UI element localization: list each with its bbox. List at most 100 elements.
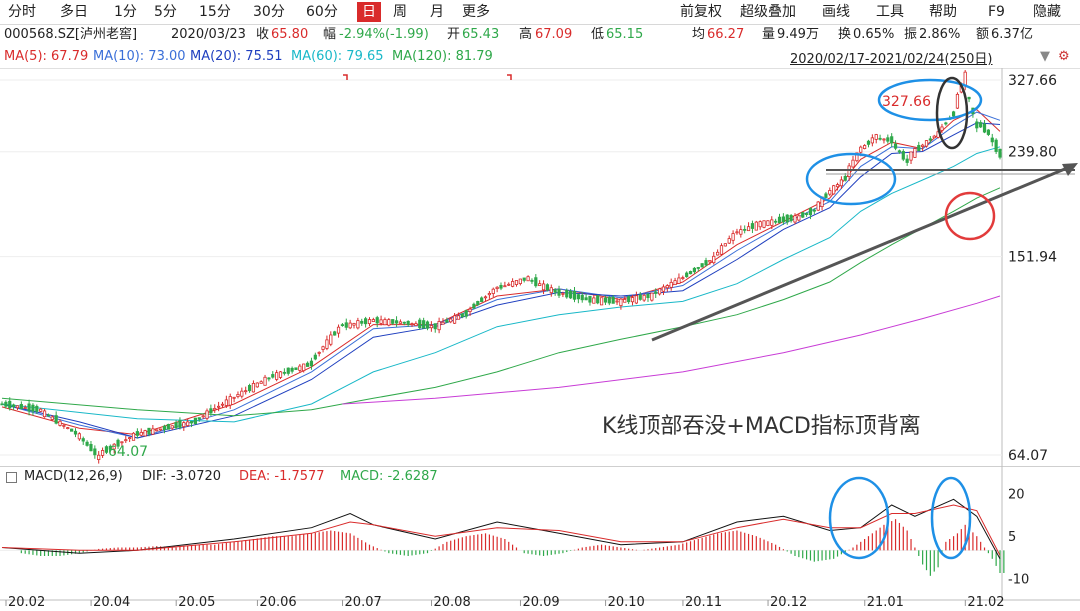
ma-line-0 — [1, 109, 1001, 436]
toolbar-right-6[interactable]: 隐藏 — [1033, 4, 1061, 20]
candle-body — [716, 251, 720, 256]
candle-body — [186, 421, 190, 426]
candle-body — [797, 215, 801, 221]
candle-body — [839, 179, 844, 187]
candle-body — [135, 431, 139, 436]
candle-body — [909, 151, 913, 161]
info-change-label: 幅 — [323, 27, 337, 42]
candle-body — [116, 439, 120, 447]
info-avg-label: 均 — [692, 27, 706, 42]
info-avg: 66.27 — [707, 27, 745, 42]
period-tab-6[interactable]: 60分 — [306, 4, 338, 20]
candle-body — [85, 441, 89, 446]
info-open-label: 开 — [447, 27, 461, 42]
candle-body — [541, 283, 546, 291]
price-tick-label: 327.66 — [1008, 73, 1057, 89]
candle-body — [356, 320, 360, 329]
candle-body — [646, 293, 650, 299]
candle-body — [712, 255, 716, 264]
candle-body — [120, 441, 124, 444]
candle-body — [615, 300, 619, 303]
info-date: 2020/03/23 — [171, 27, 246, 42]
period-tab-9[interactable]: 月 — [430, 4, 444, 20]
ma-legend-2: MA(20): 75.51 — [190, 49, 283, 64]
period-tab-7[interactable]: 日 — [357, 2, 381, 22]
candle-body — [619, 298, 623, 306]
candle-body — [928, 138, 932, 141]
candle-body — [847, 165, 851, 177]
candle-body — [762, 220, 766, 228]
toolbar-right-4[interactable]: 帮助 — [929, 4, 957, 20]
range-dropdown-icon[interactable]: ▼ — [1040, 49, 1050, 64]
toolbar-right-5[interactable]: F9 — [988, 4, 1005, 20]
time-tick-label: 20.02 — [8, 595, 45, 610]
period-tab-5[interactable]: 30分 — [253, 4, 285, 20]
candle-body — [549, 287, 553, 294]
period-tab-10[interactable]: 更多 — [462, 4, 490, 20]
period-tab-4[interactable]: 15分 — [199, 4, 231, 20]
candle-body — [669, 281, 673, 288]
candle-body — [329, 334, 333, 345]
engulfing-circle — [935, 76, 969, 150]
period-tab-0[interactable]: 分时 — [8, 4, 36, 20]
candle-body — [607, 296, 611, 304]
macd-divergence-circle-1 — [828, 476, 890, 560]
period-tab-2[interactable]: 1分 — [114, 4, 137, 20]
candle-body — [8, 400, 12, 409]
candle-body — [193, 417, 198, 425]
candle-body — [735, 231, 739, 234]
period-tab-3[interactable]: 5分 — [154, 4, 177, 20]
candle-body — [217, 405, 221, 408]
candle-body — [174, 422, 178, 429]
date-range[interactable]: 2020/02/17-2021/02/24(250日) — [790, 52, 993, 67]
candle-body — [538, 283, 542, 286]
top-circle-2 — [877, 78, 983, 122]
candle-body — [302, 363, 306, 372]
candle-body — [719, 245, 724, 255]
candle-body — [994, 139, 998, 152]
candle-body — [344, 322, 348, 328]
candle-body — [259, 381, 263, 384]
time-tick-label: 20.11 — [685, 595, 722, 610]
toolbar-right-0[interactable]: 前复权 — [680, 4, 722, 20]
marker-tick-2 — [507, 74, 512, 80]
candle-body — [406, 320, 410, 325]
period-tab-1[interactable]: 多日 — [60, 4, 88, 20]
candle-body — [576, 294, 580, 300]
candle-body — [81, 438, 85, 442]
candle-body — [348, 322, 352, 329]
candle-body — [46, 414, 51, 417]
macd-tick-label: 20 — [1008, 488, 1025, 503]
info-amplitude-label: 振 — [904, 27, 918, 42]
annotation-text: K线顶部吞没+MACD指标顶背离 — [602, 414, 921, 439]
candle-body — [789, 215, 793, 222]
candle-body — [255, 382, 259, 388]
candle-body — [286, 367, 290, 374]
info-amplitude: 2.86% — [919, 27, 961, 42]
candle-body — [232, 396, 236, 399]
candle-body — [530, 279, 534, 282]
candle-body — [425, 321, 430, 329]
toolbar-right-3[interactable]: 工具 — [876, 4, 904, 20]
candle-body — [66, 427, 70, 429]
toolbar-right-1[interactable]: 超级叠加 — [740, 4, 796, 20]
candle-body — [201, 415, 205, 418]
candle-body — [220, 403, 225, 406]
toolbar-right-2[interactable]: 画线 — [822, 4, 850, 20]
candle-body — [913, 148, 917, 158]
candle-body — [642, 294, 646, 301]
info-high: 67.09 — [535, 27, 573, 42]
candle-body — [944, 122, 948, 125]
candle-body — [681, 277, 685, 280]
candle-body — [890, 136, 894, 144]
candle-body — [205, 410, 209, 419]
candle-body — [812, 209, 816, 212]
settings-icon[interactable]: ⚙ — [1058, 49, 1070, 64]
candle-body — [801, 212, 805, 218]
period-tab-8[interactable]: 周 — [393, 4, 407, 20]
candle-body — [360, 320, 364, 324]
candle-body — [750, 223, 755, 229]
macd-collapse-icon[interactable] — [6, 472, 17, 483]
candle-body — [58, 420, 62, 426]
dea-line — [1, 504, 1001, 556]
